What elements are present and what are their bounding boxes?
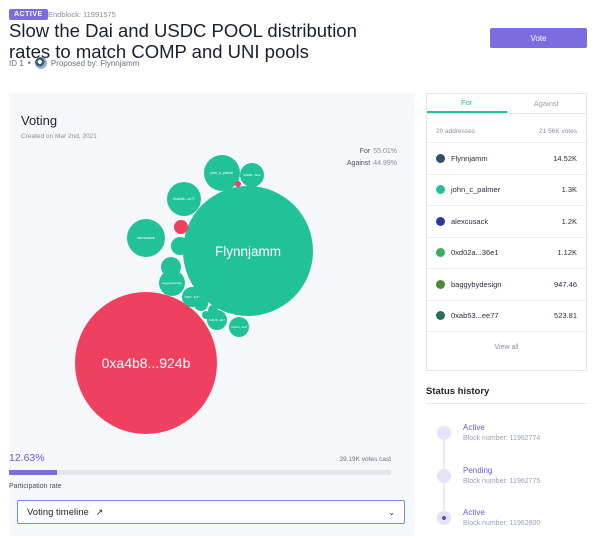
bubble-label-b1: 0x8f8b...8fe1: [243, 173, 261, 177]
bubble-flynnjamm[interactable]: Flynnjamm: [183, 186, 313, 316]
against-label: Against: [346, 160, 371, 167]
voter-avatar: [436, 279, 445, 289]
tab-for[interactable]: For: [427, 94, 507, 113]
status-block-number: Block number: 11962800: [463, 520, 541, 527]
status-dot-current: [437, 511, 451, 525]
voter-name: alexcusack: [451, 216, 489, 226]
voter-amount: 1.3K: [561, 185, 577, 195]
bubble-small-1[interactable]: [174, 220, 188, 234]
endblock-text: Endblock: 11991575: [48, 10, 116, 19]
bubble-label-john: john_c_palmer: [210, 171, 235, 175]
status-name: Active: [463, 423, 485, 432]
votes-card: For Against 20 addresses 21.56K votes Fl…: [426, 93, 587, 371]
voter-name: baggybydesign: [451, 279, 502, 289]
voter-name: 0xd02a...36e1: [451, 248, 499, 258]
bubble-0xa4b8[interactable]: 0xa4b8...924b: [75, 292, 217, 434]
proposal-id: ID 1: [9, 58, 24, 68]
voter-amount: 947.46: [554, 279, 577, 289]
bubble-baggy[interactable]: baggybydesign: [159, 270, 185, 296]
proposal-meta: ID 1 • Proposed by: Flynnjamm: [9, 57, 139, 69]
bubble-john[interactable]: john_c_palmer: [204, 155, 240, 191]
view-all-link[interactable]: View all: [494, 344, 519, 351]
voting-panel: Voting Created on Mar 2nd, 2021 For 55.01…: [9, 93, 415, 536]
status-block-number: Block number: 11962774: [463, 435, 541, 442]
address-count: 20 addresses: [436, 127, 476, 135]
bubble-b4[interactable]: [194, 297, 208, 311]
voter-avatar: [436, 311, 445, 321]
created-date: Created on Mar 2nd, 2021: [21, 133, 97, 140]
participation-progress-bar: [9, 470, 391, 475]
voting-timeline-label: Voting timeline: [27, 506, 89, 518]
bubble-label-b6: 0x81d8...a8c7: [209, 319, 225, 322]
vote-button[interactable]: Vote: [490, 28, 587, 48]
status-block-number: Block number: 11962775: [463, 478, 541, 485]
against-percent: 44.99%: [373, 160, 397, 167]
voter-avatar: [436, 153, 445, 163]
bubble-alexcusack[interactable]: alexcusack: [127, 219, 165, 257]
voter-avatar: [436, 216, 445, 226]
bubble-b7[interactable]: 0xd6e1...1bc9: [229, 317, 249, 337]
total-votes: 21.56K votes: [539, 127, 577, 135]
vote-bubble-chart: Flynnjamm 0xa4b8...924b john_c_palmer 0x…: [75, 155, 313, 434]
bubble-label-0xa4b8: 0xa4b8...924b: [102, 355, 191, 371]
voter-amount: 523.81: [554, 311, 577, 321]
voter-avatar: [436, 185, 445, 195]
voter-avatar: [436, 248, 445, 258]
voter-row[interactable]: alexcusack 1.2K: [427, 206, 586, 238]
voter-name: Flynnjamm: [451, 153, 488, 163]
voter-list: Flynnjamm 14.52K john_c_palmer 1.3K alexcu…: [427, 143, 586, 332]
voter-name: 0xab53...ee77: [451, 311, 499, 321]
for-percent: 55.01%: [373, 148, 397, 155]
bubble-label-b3: 0x8f7c...8e33: [184, 296, 200, 299]
bubble-label-flynnjamm: Flynnjamm: [215, 244, 281, 259]
tab-against[interactable]: Against: [533, 99, 559, 108]
divider: [426, 403, 587, 404]
bubble-label-alexcusack: alexcusack: [137, 236, 155, 240]
voter-row[interactable]: 0xd02a...36e1 1.12K: [427, 238, 586, 269]
voter-amount: 14.52K: [553, 153, 577, 163]
bubble-b2[interactable]: 0xabb6...ce77: [167, 182, 201, 216]
bubble-small-4[interactable]: [202, 311, 210, 319]
status-name: Pending: [463, 466, 493, 475]
for-summary: For 55.01%: [360, 148, 397, 155]
bubble-small-2[interactable]: [171, 237, 189, 255]
voter-row[interactable]: Flynnjamm 14.52K: [427, 143, 586, 175]
page-title: Slow the Dai and USDC POOL distribution …: [9, 20, 357, 62]
participation-label: Participation rate: [9, 483, 62, 490]
status-history-title: Status history: [426, 386, 490, 397]
proposed-by[interactable]: Proposed by: Flynnjamm: [50, 58, 140, 68]
bubble-label-baggy: baggybydesign: [162, 281, 183, 285]
status-badge: ACTIVE: [9, 9, 48, 20]
voter-name: john_c_palmer: [451, 185, 501, 195]
voter-amount: 1.12K: [557, 248, 577, 258]
votes-card-header: 20 addresses 21.56K votes: [427, 120, 586, 143]
for-label: For: [359, 148, 371, 155]
chevron-down-icon: ⌄: [388, 507, 395, 517]
votes-cast: 39.19K votes cast: [339, 456, 391, 463]
voting-title: Voting: [21, 113, 58, 128]
against-summary: Against 44.99%: [347, 160, 397, 167]
bubble-small-5[interactable]: [235, 181, 241, 187]
status-dot: [437, 426, 451, 440]
separator-dot: •: [27, 58, 31, 68]
voter-row[interactable]: john_c_palmer 1.3K: [427, 175, 586, 206]
bubble-b6[interactable]: 0x81d8...a8c7: [207, 310, 227, 330]
voting-timeline-dropdown[interactable]: Voting timeline ↗ ⌄: [17, 500, 405, 524]
participation-progress-fill: [9, 470, 58, 475]
status-name: Active: [463, 508, 485, 517]
status-dot: [437, 469, 451, 483]
bubble-label-b2: 0xabb6...ce77: [173, 197, 195, 201]
participation-percent: 12.63%: [9, 452, 45, 464]
voter-row[interactable]: 0xab53...ee77 523.81: [427, 301, 586, 332]
bubble-b1[interactable]: 0x8f8b...8fe1: [240, 163, 264, 187]
trend-arrow-icon: ↗: [95, 506, 104, 517]
voter-amount: 1.2K: [561, 216, 577, 226]
voter-row[interactable]: baggybydesign 947.46: [427, 269, 586, 301]
proposer-avatar: [34, 57, 47, 69]
bubble-label-b7: 0xd6e1...1bc9: [231, 326, 247, 329]
vote-tabs: For Against: [427, 94, 586, 114]
